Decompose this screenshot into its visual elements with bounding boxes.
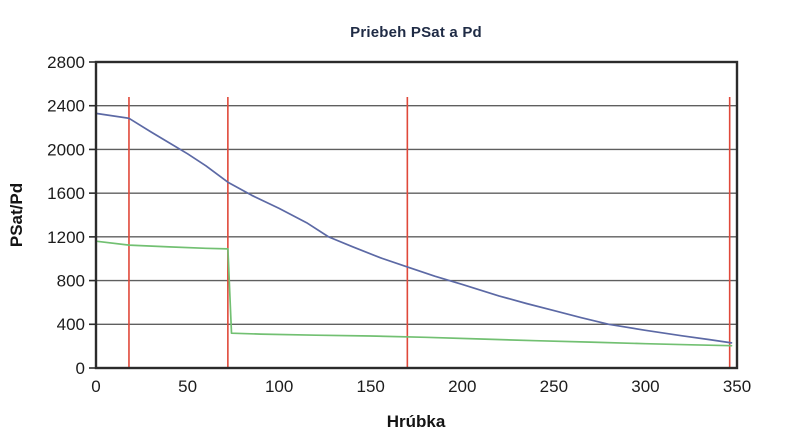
- series-pd: [95, 240, 733, 347]
- plot-frame: [94, 60, 739, 370]
- series-group: [95, 112, 733, 347]
- tick-labels-group: 0 400 800 1200 1600 2000 2400 2800 0 50 100 150 200 2…: [47, 53, 751, 396]
- x-tick-label: 200: [448, 377, 476, 396]
- y-tick-label: 2000: [47, 140, 85, 159]
- x-axis-title: Hrúbka: [387, 412, 446, 431]
- series-psat: [95, 112, 733, 344]
- x-tick-label: 350: [723, 377, 751, 396]
- x-tick-label: 50: [178, 377, 197, 396]
- x-tick-label: 300: [631, 377, 659, 396]
- x-tick-label: 250: [540, 377, 568, 396]
- y-tick-label: 400: [57, 315, 85, 334]
- x-tick-label: 0: [91, 377, 100, 396]
- x-tick-label: 150: [357, 377, 385, 396]
- y-tick-label: 2400: [47, 97, 85, 116]
- chart-title: Priebeh PSat a Pd: [350, 24, 482, 41]
- y-tick-label: 2800: [47, 53, 85, 72]
- y-tick-label: 800: [57, 272, 85, 291]
- y-tick-label: 1600: [47, 184, 85, 203]
- marker-lines-group: [128, 96, 731, 368]
- gridlines-group: [96, 105, 737, 325]
- y-tick-label: 0: [76, 359, 85, 378]
- x-tick-label: 100: [265, 377, 293, 396]
- y-axis-title: PSat/Pd: [7, 183, 26, 247]
- y-tick-label: 1200: [47, 228, 85, 247]
